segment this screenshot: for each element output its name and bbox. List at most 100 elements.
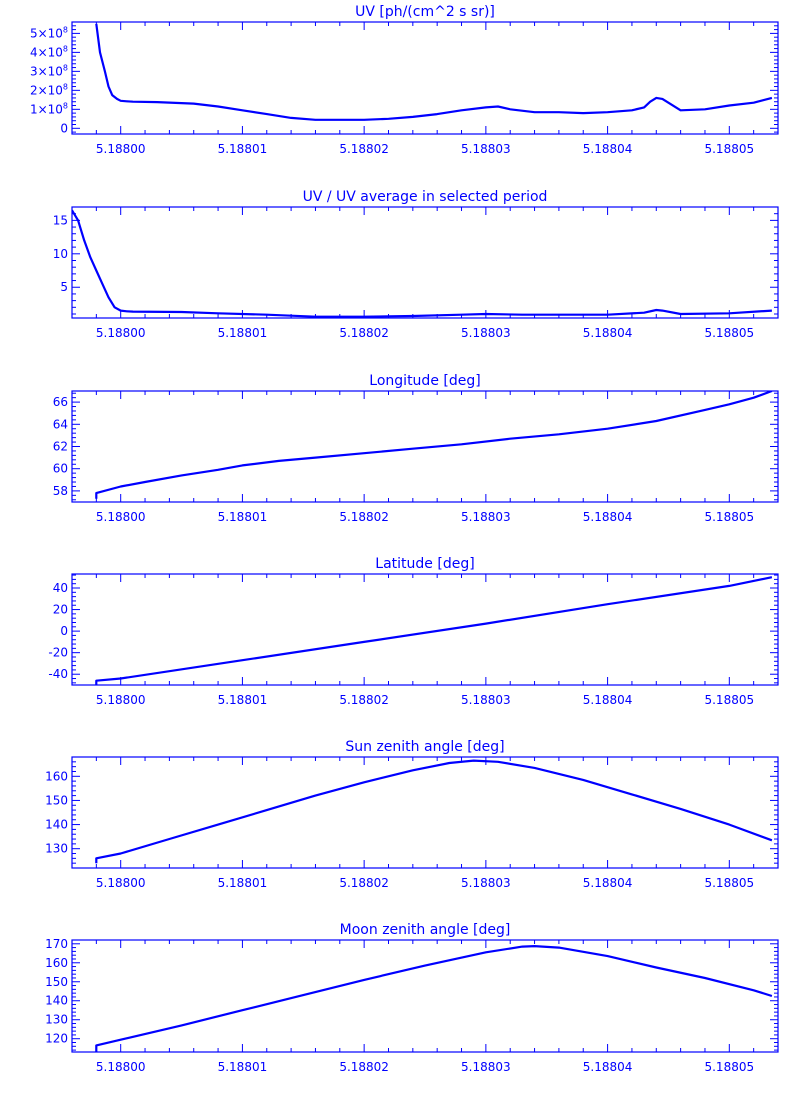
x-tick-label: 5.18805 xyxy=(704,876,754,890)
y-tick-label: 120 xyxy=(45,1032,68,1046)
y-tick-exponent: 8 xyxy=(63,44,68,53)
x-tick-label: 5.18803 xyxy=(461,693,511,707)
y-tick-label: 2×108 xyxy=(30,82,68,97)
y-tick-label: 10 xyxy=(53,247,68,261)
x-tick-label: 5.18802 xyxy=(339,326,389,340)
x-tick-label: 5.18800 xyxy=(96,693,146,707)
plot-frame xyxy=(71,21,779,135)
plot-frame xyxy=(71,573,779,686)
y-tick-base: 150 xyxy=(45,793,68,807)
x-tick-label: 5.18800 xyxy=(96,142,146,156)
y-tick-base: 58 xyxy=(53,484,68,498)
y-tick-label: 170 xyxy=(45,937,68,951)
y-tick-base: -40 xyxy=(48,667,68,681)
y-tick-label: 1×108 xyxy=(30,101,68,116)
series-line xyxy=(95,759,773,864)
x-tick-label: 5.18805 xyxy=(704,1060,754,1074)
y-tick-base: 0 xyxy=(60,624,68,638)
y-tick-label: 64 xyxy=(53,417,68,431)
chart-title: Latitude [deg] xyxy=(375,556,474,572)
x-tick-label: 5.18805 xyxy=(704,510,754,524)
y-tick-base: 150 xyxy=(45,975,68,989)
y-tick-label: -20 xyxy=(48,646,68,660)
x-tick-label: 5.18803 xyxy=(461,876,511,890)
y-tick-label: 130 xyxy=(45,842,68,856)
plot-frame xyxy=(71,939,779,1053)
y-tick-label: -40 xyxy=(48,667,68,681)
y-tick-label: 0 xyxy=(60,624,68,638)
y-tick-base: 64 xyxy=(53,417,68,431)
y-tick-exponent: 8 xyxy=(63,63,68,72)
x-tick-label: 5.18804 xyxy=(583,142,633,156)
y-tick-label: 5 xyxy=(60,280,68,294)
y-tick-base: 62 xyxy=(53,440,68,454)
y-tick-label: 20 xyxy=(53,603,68,617)
y-tick-base: 1×10 xyxy=(30,102,63,116)
y-tick-label: 3×108 xyxy=(30,63,68,78)
y-tick-label: 5×108 xyxy=(30,25,68,40)
x-tick-label: 5.18801 xyxy=(218,693,268,707)
chart-panel: Sun zenith angle [deg] 5.18800 5.18801 5.18… xyxy=(45,739,779,890)
x-tick-label: 5.18805 xyxy=(704,326,754,340)
x-tick-label: 5.18801 xyxy=(218,510,268,524)
plot-frame xyxy=(71,756,779,869)
y-tick-label: 15 xyxy=(53,213,68,227)
x-tick-label: 5.18804 xyxy=(583,693,633,707)
y-tick-base: 140 xyxy=(45,818,68,832)
y-tick-label: 60 xyxy=(53,462,68,476)
y-tick-base: 40 xyxy=(53,581,68,595)
y-tick-label: 160 xyxy=(45,769,68,783)
series-line xyxy=(95,23,773,121)
y-tick-base: 160 xyxy=(45,956,68,970)
x-tick-label: 5.18804 xyxy=(583,876,633,890)
x-tick-label: 5.18801 xyxy=(218,142,268,156)
y-tick-label: 150 xyxy=(45,793,68,807)
x-tick-label: 5.18802 xyxy=(339,1060,389,1074)
series-line xyxy=(95,944,773,1052)
x-tick-label: 5.18802 xyxy=(339,876,389,890)
y-tick-exponent: 8 xyxy=(63,101,68,110)
y-tick-base: 120 xyxy=(45,1032,68,1046)
chart-panel: Longitude [deg] 5.18800 5.18801 5.18802 5.18… xyxy=(53,373,779,524)
y-tick-label: 160 xyxy=(45,956,68,970)
x-tick-label: 5.18804 xyxy=(583,326,633,340)
x-tick-label: 5.18805 xyxy=(704,693,754,707)
y-tick-label: 4×108 xyxy=(30,44,68,59)
y-tick-base: 130 xyxy=(45,842,68,856)
x-tick-label: 5.18802 xyxy=(339,693,389,707)
x-tick-label: 5.18804 xyxy=(583,510,633,524)
x-tick-label: 5.18802 xyxy=(339,142,389,156)
x-tick-label: 5.18804 xyxy=(583,1060,633,1074)
y-tick-base: 170 xyxy=(45,937,68,951)
chart-panel: UV [ph/(cm^2 s sr)] 5.18800 5.18801 5.18802… xyxy=(30,4,779,156)
x-tick-label: 5.18805 xyxy=(704,142,754,156)
series-line xyxy=(72,209,772,318)
y-tick-label: 66 xyxy=(53,395,68,409)
x-tick-label: 5.18803 xyxy=(461,510,511,524)
chart-panel: UV / UV average in selected period 5.1880… xyxy=(53,189,779,340)
chart-title: Sun zenith angle [deg] xyxy=(345,739,504,755)
x-tick-label: 5.18801 xyxy=(218,1060,268,1074)
y-tick-base: 5 xyxy=(60,280,68,294)
chart-title: UV / UV average in selected period xyxy=(303,189,548,205)
x-tick-label: 5.18800 xyxy=(96,326,146,340)
y-tick-label: 0 xyxy=(60,121,68,135)
plot-frame xyxy=(71,206,779,319)
y-tick-base: 10 xyxy=(53,247,68,261)
y-tick-base: 2×10 xyxy=(30,83,63,97)
y-tick-base: -20 xyxy=(48,646,68,660)
y-tick-base: 4×10 xyxy=(30,45,63,59)
x-tick-label: 5.18800 xyxy=(96,510,146,524)
x-tick-label: 5.18800 xyxy=(96,1060,146,1074)
x-tick-label: 5.18801 xyxy=(218,326,268,340)
x-tick-label: 5.18801 xyxy=(218,876,268,890)
x-tick-label: 5.18800 xyxy=(96,876,146,890)
y-tick-label: 150 xyxy=(45,975,68,989)
y-tick-label: 130 xyxy=(45,1013,68,1027)
x-tick-label: 5.18803 xyxy=(461,326,511,340)
y-tick-label: 140 xyxy=(45,818,68,832)
y-tick-base: 66 xyxy=(53,395,68,409)
y-tick-base: 3×10 xyxy=(30,64,63,78)
y-tick-label: 62 xyxy=(53,440,68,454)
y-tick-base: 130 xyxy=(45,1013,68,1027)
